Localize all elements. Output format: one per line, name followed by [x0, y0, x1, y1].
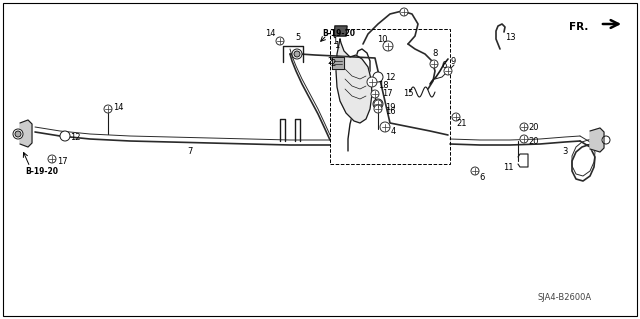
Circle shape [48, 155, 56, 163]
Circle shape [400, 8, 408, 16]
Text: B-19-20: B-19-20 [322, 28, 355, 38]
Circle shape [520, 135, 528, 143]
Text: 4: 4 [390, 127, 396, 136]
Circle shape [430, 60, 438, 68]
Circle shape [380, 122, 390, 132]
Polygon shape [332, 57, 344, 69]
Polygon shape [590, 128, 604, 152]
Text: 17: 17 [57, 158, 67, 167]
Text: 19: 19 [385, 102, 396, 112]
Text: 20: 20 [529, 122, 540, 131]
Text: 13: 13 [505, 33, 515, 41]
Circle shape [373, 99, 383, 109]
Circle shape [383, 41, 393, 51]
Text: 11: 11 [503, 162, 513, 172]
Circle shape [294, 51, 300, 57]
Text: B-19-20: B-19-20 [25, 167, 58, 175]
Circle shape [104, 105, 112, 113]
Text: 6: 6 [442, 62, 447, 70]
Text: 18: 18 [378, 80, 388, 90]
Circle shape [276, 37, 284, 45]
Text: 14: 14 [265, 29, 275, 39]
Polygon shape [20, 120, 32, 147]
Circle shape [371, 90, 379, 98]
Text: 7: 7 [188, 146, 193, 155]
Text: 21: 21 [457, 118, 467, 128]
Circle shape [471, 167, 479, 175]
Circle shape [367, 77, 377, 87]
Circle shape [520, 123, 528, 131]
Text: 1: 1 [334, 41, 340, 49]
Text: 3: 3 [563, 146, 568, 155]
Circle shape [15, 131, 21, 137]
Text: SJA4-B2600A: SJA4-B2600A [538, 293, 592, 301]
Text: FR.: FR. [568, 22, 588, 32]
Circle shape [602, 136, 610, 144]
Text: 1: 1 [332, 36, 338, 46]
Text: 6: 6 [479, 173, 484, 182]
Text: 15: 15 [403, 90, 413, 99]
Text: 10: 10 [377, 34, 387, 43]
Text: 8: 8 [432, 49, 438, 58]
Circle shape [292, 49, 302, 59]
Text: 12: 12 [385, 72, 396, 81]
Circle shape [444, 67, 452, 75]
Circle shape [60, 131, 70, 141]
Polygon shape [334, 26, 347, 36]
Text: 9: 9 [451, 56, 456, 65]
Text: 14: 14 [113, 102, 124, 112]
Circle shape [374, 105, 382, 113]
Text: 2: 2 [328, 56, 333, 65]
Text: 20: 20 [529, 137, 540, 145]
Circle shape [452, 113, 460, 121]
Circle shape [373, 72, 383, 82]
Text: 5: 5 [296, 33, 301, 41]
Polygon shape [336, 39, 372, 123]
Bar [330, 29, 450, 164]
Circle shape [13, 129, 23, 139]
Text: 17: 17 [381, 90, 392, 99]
Circle shape [374, 100, 382, 108]
Text: 16: 16 [385, 107, 396, 115]
Text: 2: 2 [330, 60, 335, 69]
Text: 12: 12 [70, 132, 80, 142]
